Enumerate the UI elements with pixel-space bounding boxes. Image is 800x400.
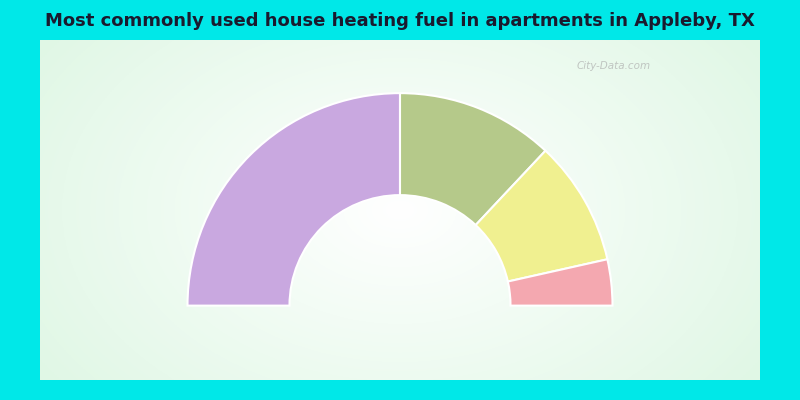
Text: Most commonly used house heating fuel in apartments in Appleby, TX: Most commonly used house heating fuel in… xyxy=(45,12,755,30)
Wedge shape xyxy=(476,151,607,282)
Wedge shape xyxy=(400,93,546,225)
Wedge shape xyxy=(508,259,613,306)
Text: City-Data.com: City-Data.com xyxy=(577,61,650,71)
Wedge shape xyxy=(187,93,400,306)
